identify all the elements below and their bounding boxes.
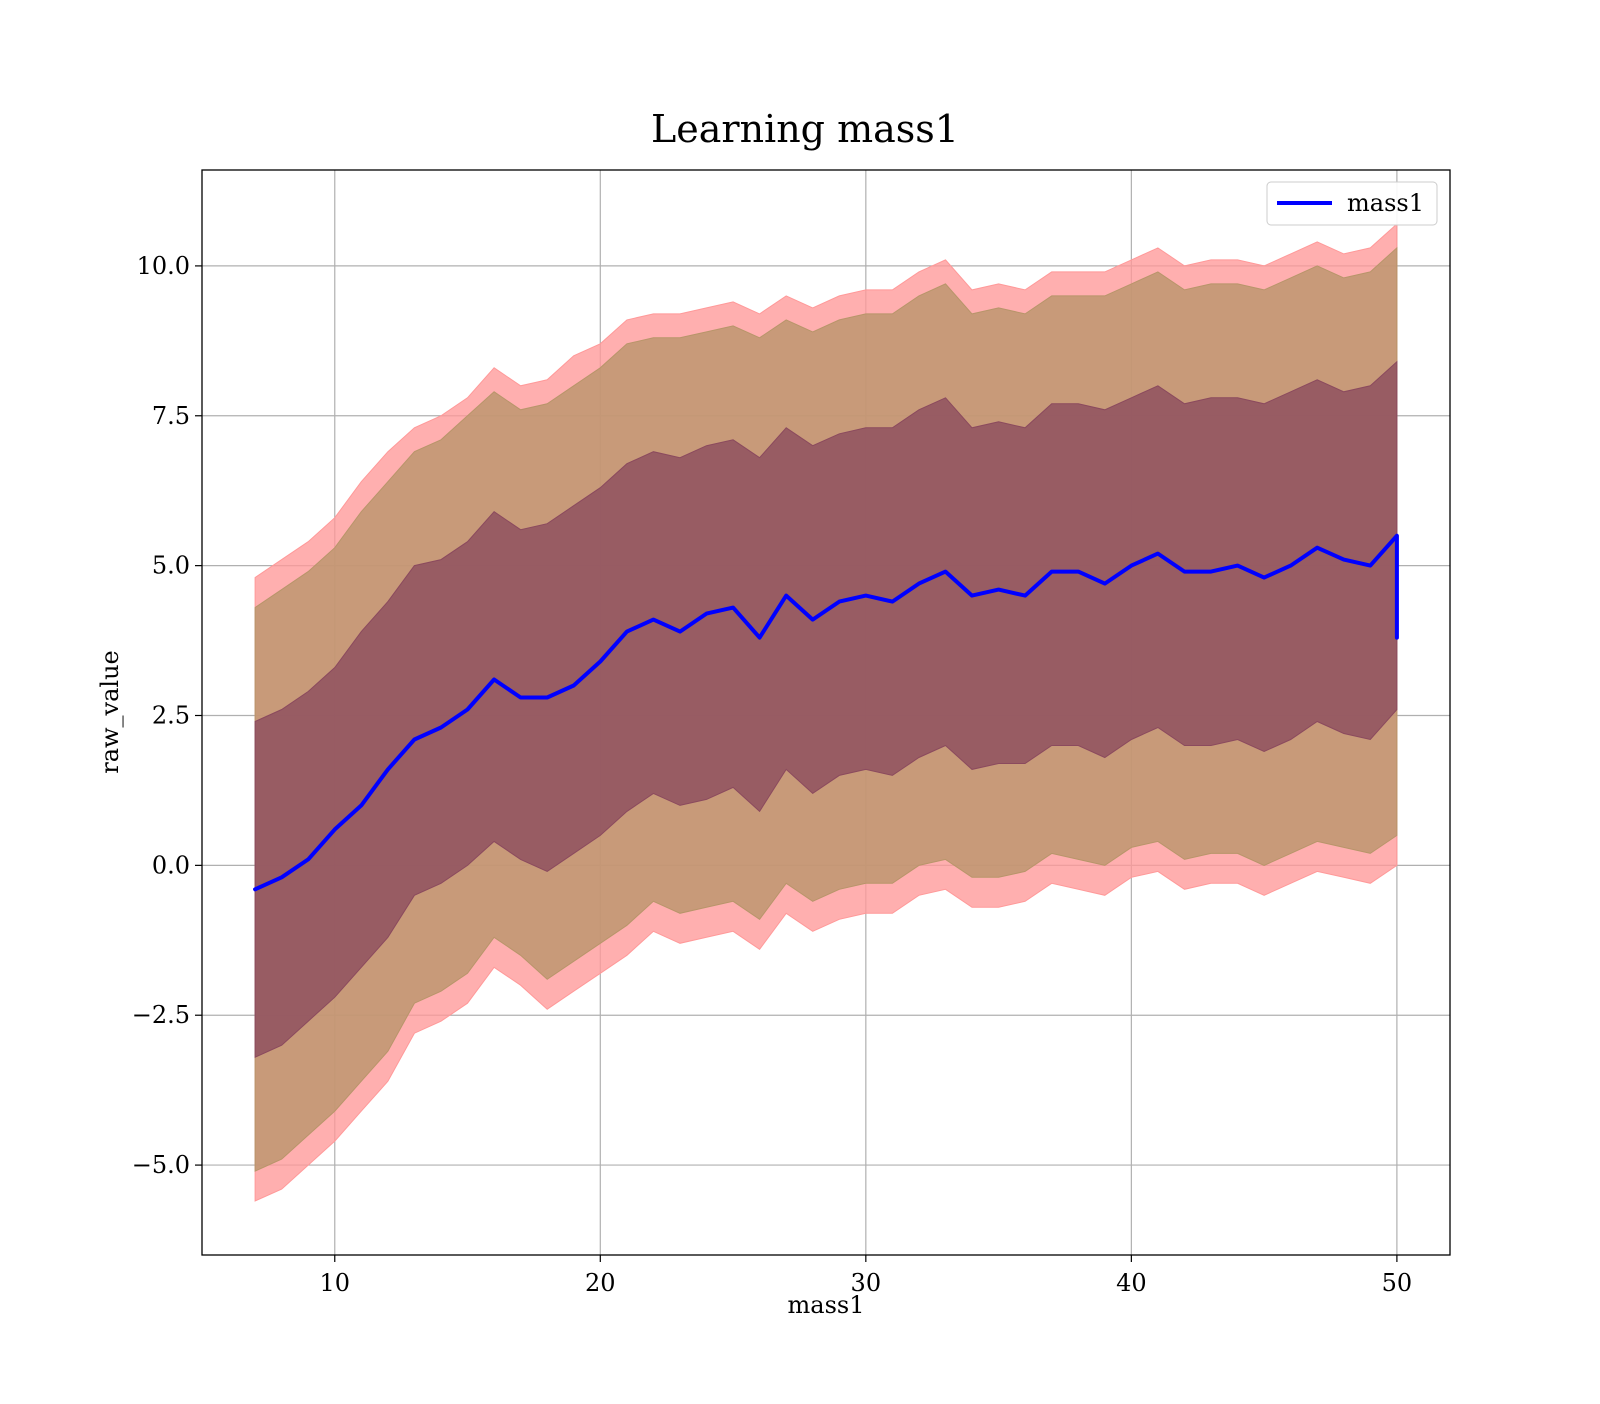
- y-axis-ticks: −5.0 −2.5 0.0 2.5 5.0 7.5 10.0: [132, 252, 202, 1179]
- y-tick-label: 5.0: [152, 552, 190, 580]
- y-tick-label: 2.5: [152, 701, 190, 729]
- y-axis-label: raw_value: [96, 650, 124, 774]
- series-line-mass1: [253, 533, 1399, 892]
- x-tick-label: 20: [585, 1269, 616, 1297]
- x-axis-label: mass1: [788, 1291, 865, 1319]
- legend-label-mass1: mass1: [1347, 189, 1424, 217]
- x-tick-label: 10: [319, 1269, 350, 1297]
- legend: mass1: [1266, 181, 1438, 226]
- x-tick-label: 30: [851, 1269, 882, 1297]
- y-tick-label: −5.0: [132, 1151, 190, 1179]
- x-tick-label: 40: [1116, 1269, 1147, 1297]
- series-layer: [253, 533, 1399, 892]
- y-tick-label: 0.0: [152, 851, 190, 879]
- x-tick-label: 50: [1382, 1269, 1413, 1297]
- y-tick-label: −2.5: [132, 1001, 190, 1029]
- y-tick-label: 7.5: [152, 402, 190, 430]
- plot-frame: [201, 169, 1451, 1256]
- confidence-band-3: [254, 360, 1398, 1058]
- bands-layer: [254, 222, 1398, 1202]
- x-axis-ticks: 10 20 30 40 50: [319, 1255, 1412, 1297]
- y-tick-label: 10.0: [137, 252, 190, 280]
- chart-title: Learning mass1: [651, 107, 959, 151]
- legend-box: [1266, 181, 1438, 226]
